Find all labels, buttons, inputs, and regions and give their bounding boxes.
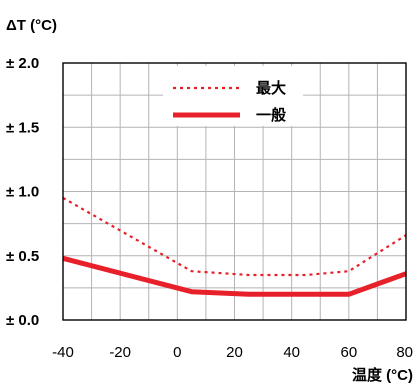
x-tick-label: 0	[173, 344, 181, 361]
x-tick-label: 40	[283, 344, 300, 361]
y-axis-title: ΔT (°C)	[6, 17, 57, 34]
x-tick-label: -20	[109, 344, 131, 361]
y-tick-label: ± 0.5	[6, 248, 39, 265]
x-tick-label: 20	[226, 344, 243, 361]
y-tick-label: ± 0.0	[6, 312, 39, 329]
x-axis-title: 温度 (°C)	[352, 366, 413, 384]
x-tick-label: 60	[340, 344, 357, 361]
y-tick-label: ± 1.0	[6, 184, 39, 201]
series-line-typical	[62, 255, 407, 297]
plot-frame	[62, 62, 407, 321]
y-tick-label: ± 1.5	[6, 119, 39, 136]
legend-label-max: 最大	[256, 79, 286, 97]
x-tick-labels: -40 -20 0 20 40 60 80	[52, 344, 413, 361]
y-tick-label: ± 2.0	[6, 55, 39, 72]
series-line-max	[62, 196, 407, 277]
y-tick-labels: ± 0.0 ± 0.5 ± 1.0 ± 1.5 ± 2.0	[6, 55, 39, 329]
x-tick-label: -40	[52, 344, 74, 361]
legend-label-typical: 一般	[256, 106, 286, 124]
x-tick-label: 80	[396, 344, 413, 361]
series-layer	[62, 196, 407, 297]
